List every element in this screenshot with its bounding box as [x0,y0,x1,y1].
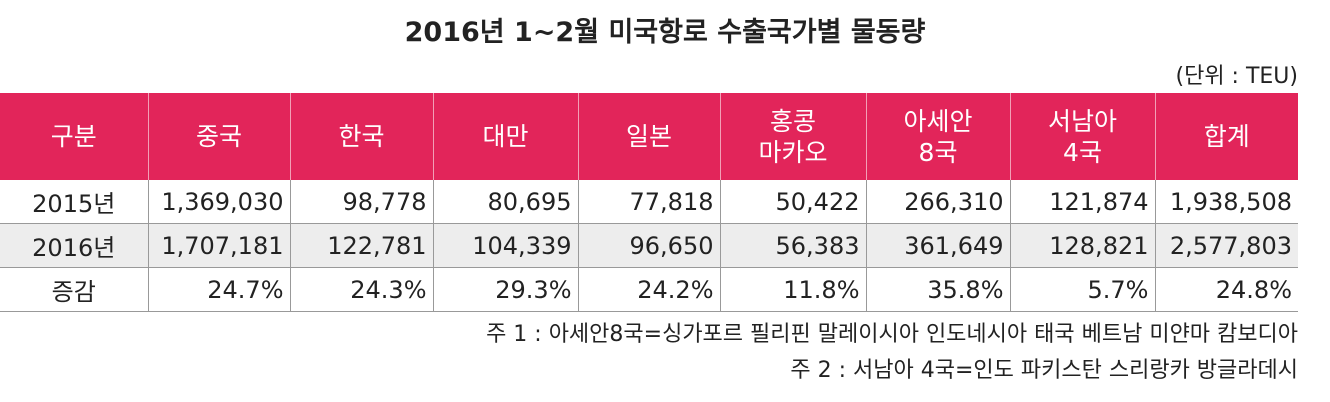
header-cell: 중국 [147,93,290,180]
header-cell: 구분 [0,93,148,180]
table-cell: 77,818 [577,180,720,224]
table-cell: 50,422 [719,180,866,224]
header-cell: 일본 [577,93,720,180]
table-body: 2015년 1,369,030 98,778 80,695 77,818 50,422 26… [0,180,1298,312]
row-label: 2015년 [0,180,148,224]
data-table: 구분 중국 한국 대만 일본 홍콩 마카오 아세안 8국 서남아 4국 합계 2015년 1,36… [0,93,1298,312]
table-cell: 56,383 [719,223,866,268]
table-cell: 266,310 [865,180,1010,224]
table-cell: 98,778 [289,180,433,224]
header-row: 구분 중국 한국 대만 일본 홍콩 마카오 아세안 8국 서남아 4국 합계 [0,93,1298,180]
table-cell: 80,695 [432,180,578,224]
table-row: 증감 24.7% 24.3% 29.3% 24.2% 11.8% 35.8% 5.7% 24.8… [0,267,1298,312]
table-cell: 24.7% [147,267,290,312]
header-cell: 아세안 8국 [865,93,1010,180]
table-cell: 2,577,803 [1154,223,1298,268]
table-cell: 24.2% [577,267,720,312]
header-cell: 한국 [289,93,433,180]
unit-label: (단위 : TEU) [1175,64,1299,89]
table-cell: 128,821 [1009,223,1155,268]
table-cell: 121,874 [1009,180,1155,224]
table-cell: 1,938,508 [1154,180,1298,224]
table-cell: 5.7% [1009,267,1155,312]
header-cell: 홍콩 마카오 [719,93,866,180]
table-cell: 361,649 [865,223,1010,268]
table-cell: 11.8% [719,267,866,312]
table-cell: 29.3% [432,267,578,312]
header-cell: 대만 [432,93,578,180]
header-cell: 합계 [1154,93,1298,180]
row-label: 증감 [0,267,148,312]
table-cell: 24.8% [1154,267,1298,312]
header-cell: 서남아 4국 [1009,93,1155,180]
table-row: 2015년 1,369,030 98,778 80,695 77,818 50,422 26… [0,180,1298,224]
table-cell: 24.3% [289,267,433,312]
title: 2016년 1~2월 미국항로 수출국가별 물동량 [404,17,926,48]
table-cell: 1,707,181 [147,223,290,268]
table-cell: 1,369,030 [147,180,290,224]
table-cell: 104,339 [432,223,578,268]
table-row: 2016년 1,707,181 122,781 104,339 96,650 56,383… [0,223,1298,268]
table-cell: 122,781 [289,223,433,268]
note: 주 1 : 아세안8국=싱가포르 필리핀 말레이시아 인도네시아 태국 베트남 … [486,322,1298,347]
note: 주 2 : 서남아 4국=인도 파키스탄 스리랑카 방글라데시 [790,358,1298,383]
row-label: 2016년 [0,223,148,268]
table-cell: 35.8% [865,267,1010,312]
table-cell: 96,650 [577,223,720,268]
